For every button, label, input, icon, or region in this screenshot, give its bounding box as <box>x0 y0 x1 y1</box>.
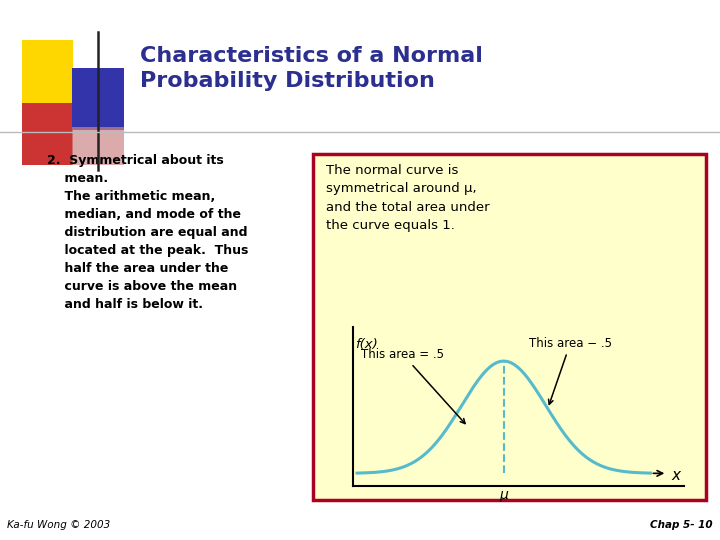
Text: μ: μ <box>499 488 508 502</box>
Bar <box>313 154 706 500</box>
Bar <box>22 40 73 103</box>
Text: Characteristics of a Normal
Probability Distribution: Characteristics of a Normal Probability … <box>140 46 483 91</box>
Text: Ka-fu Wong © 2003: Ka-fu Wong © 2003 <box>7 520 110 530</box>
Text: Chap 5- 10: Chap 5- 10 <box>650 520 713 530</box>
Text: The normal curve is
symmetrical around μ,
and the total area under
the curve equ: The normal curve is symmetrical around μ… <box>326 164 490 232</box>
Text: This area − .5: This area − .5 <box>529 336 612 404</box>
Bar <box>72 127 124 165</box>
Text: 2.  Symmetrical about its
    mean.
    The arithmetic mean,
    median, and mod: 2. Symmetrical about its mean. The arith… <box>47 154 248 311</box>
Bar <box>22 103 73 165</box>
Text: f(x): f(x) <box>355 338 378 352</box>
Bar <box>72 68 124 130</box>
Text: x: x <box>672 468 680 483</box>
Text: This area = .5: This area = .5 <box>361 348 465 423</box>
